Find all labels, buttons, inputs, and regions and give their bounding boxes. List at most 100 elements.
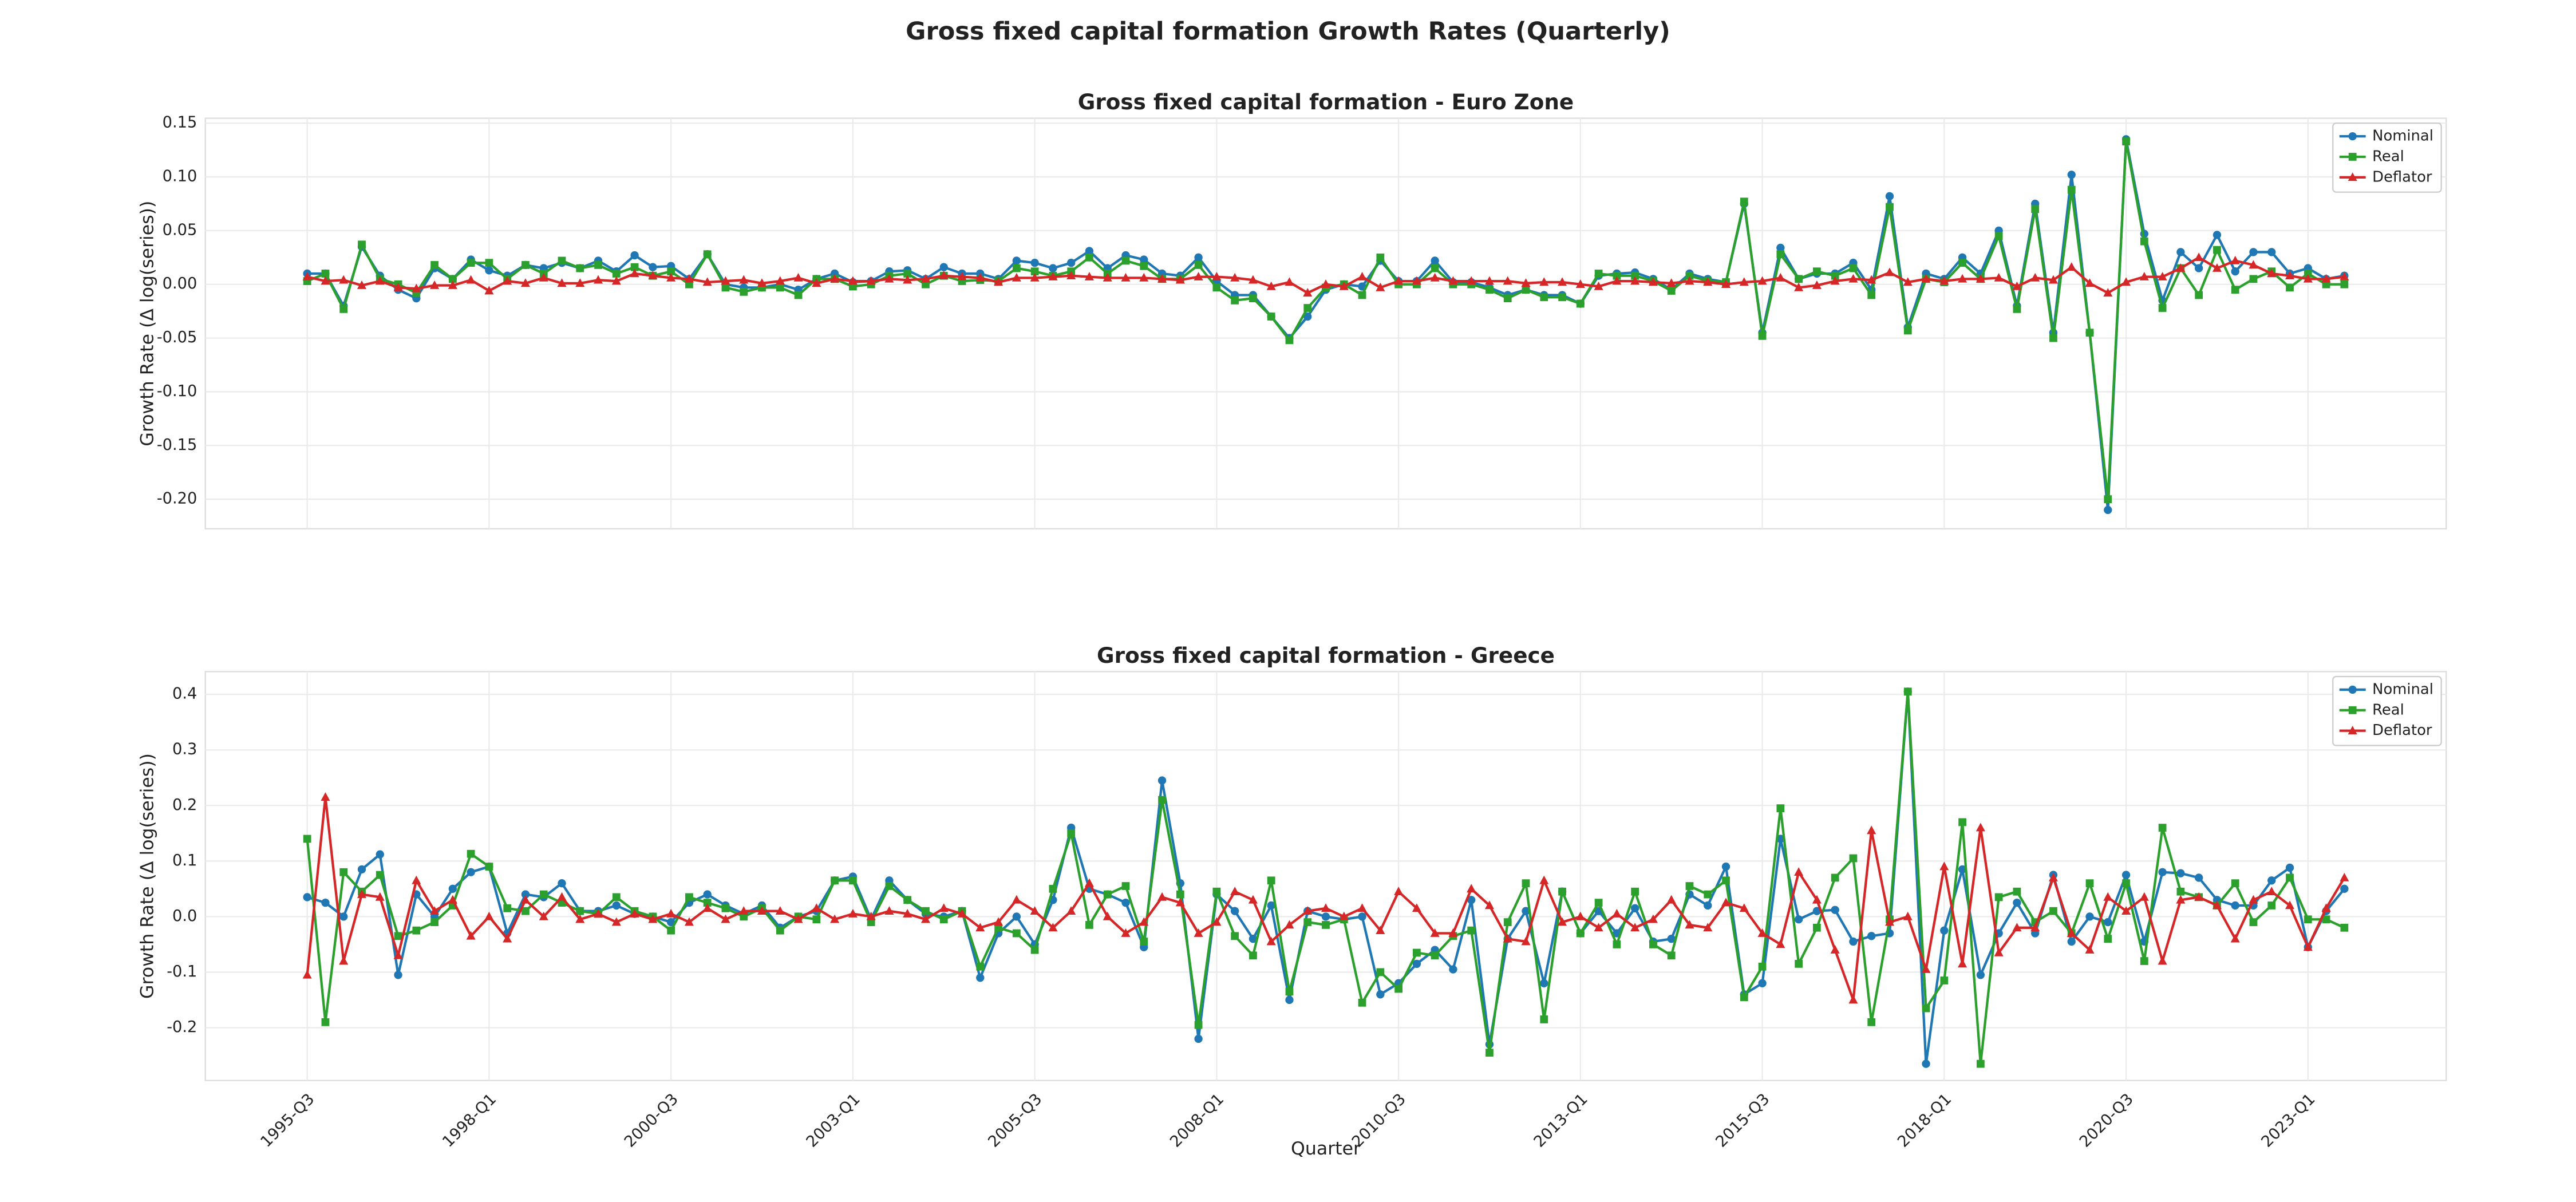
data-point [1594, 281, 1603, 290]
data-point [1631, 271, 1639, 280]
data-point [1103, 911, 1112, 920]
data-point [1976, 971, 1985, 979]
data-point [430, 906, 440, 915]
data-point [2067, 928, 2076, 937]
data-point [1140, 938, 1148, 946]
data-point [1231, 932, 1239, 940]
data-point [484, 911, 494, 920]
data-point [1848, 995, 1858, 1004]
data-point [1157, 892, 1167, 901]
data-point [1721, 862, 1730, 871]
data-point [2049, 334, 2057, 342]
data-point [430, 280, 440, 289]
data-point [1012, 912, 1021, 921]
data-point [412, 875, 421, 884]
legend-marker [2348, 132, 2357, 141]
data-point [812, 915, 821, 924]
data-point [830, 274, 840, 283]
data-point [1121, 256, 1130, 265]
data-point [448, 895, 457, 904]
data-point [1594, 923, 1603, 932]
data-point [1303, 304, 1312, 312]
data-point [1558, 293, 1566, 302]
data-point [1776, 939, 1785, 948]
data-point [2013, 887, 2021, 896]
chart-title: Gross fixed capital formation - Euro Zon… [1078, 89, 1574, 114]
data-point [1394, 887, 1404, 896]
data-point [576, 264, 584, 272]
data-point [1339, 281, 1349, 290]
data-point [1303, 312, 1312, 321]
data-point [521, 261, 530, 269]
data-point [448, 884, 457, 893]
data-point [2140, 957, 2148, 965]
data-point [1939, 861, 1949, 871]
data-point [2031, 205, 2040, 213]
data-point [1376, 990, 1385, 999]
data-point [1903, 911, 1913, 920]
data-point [594, 275, 603, 284]
data-point [2067, 185, 2076, 194]
data-point [1448, 276, 1458, 285]
data-point [1412, 903, 1421, 912]
data-point [2085, 945, 2095, 954]
data-point [466, 275, 476, 284]
data-point [2012, 281, 2022, 290]
data-point [1813, 267, 1821, 276]
data-point [2049, 907, 2057, 915]
data-point [2340, 872, 2349, 881]
data-point [1431, 256, 1439, 265]
data-point [1194, 928, 1203, 937]
data-point [1048, 923, 1058, 932]
data-point [1849, 854, 1858, 863]
data-point [1048, 272, 1058, 280]
data-point [1030, 906, 1040, 915]
data-point [2104, 918, 2112, 927]
data-point [848, 908, 858, 918]
data-point [2230, 934, 2240, 943]
data-point [1467, 896, 1476, 904]
data-point [1758, 331, 1767, 340]
data-point [1776, 804, 1785, 813]
data-point [1175, 897, 1185, 907]
data-point [2304, 915, 2312, 924]
data-point [1158, 796, 1166, 804]
data-point [2249, 260, 2258, 269]
data-point [1012, 256, 1021, 265]
data-point [1794, 915, 1803, 924]
data-point [611, 917, 621, 926]
data-point [448, 280, 457, 289]
data-point [339, 275, 349, 284]
data-point [831, 876, 839, 885]
data-point [630, 268, 639, 278]
legend-label: Nominal [2372, 681, 2433, 698]
data-point [557, 892, 567, 901]
data-point [1012, 264, 1021, 272]
data-point [412, 926, 421, 935]
data-point [1321, 903, 1331, 912]
data-point [740, 288, 748, 296]
data-point [1358, 998, 1366, 1007]
data-point [1940, 926, 1949, 935]
data-point [394, 932, 402, 940]
data-point [1266, 281, 1276, 290]
data-point [812, 278, 821, 287]
data-point [1321, 912, 1330, 921]
data-point [611, 276, 621, 285]
data-point [1175, 275, 1185, 284]
data-point [1231, 296, 1239, 305]
data-point [2030, 923, 2040, 932]
data-point [922, 907, 930, 915]
data-point [2048, 872, 2058, 881]
data-point [776, 926, 784, 935]
data-point [1940, 976, 1949, 984]
data-point [376, 850, 384, 859]
data-point [1867, 275, 1876, 284]
data-point [503, 934, 512, 943]
data-point [1922, 1059, 1930, 1068]
data-point [1067, 829, 1076, 837]
data-point [1322, 921, 1330, 929]
data-point [884, 906, 894, 915]
data-point [594, 908, 603, 918]
